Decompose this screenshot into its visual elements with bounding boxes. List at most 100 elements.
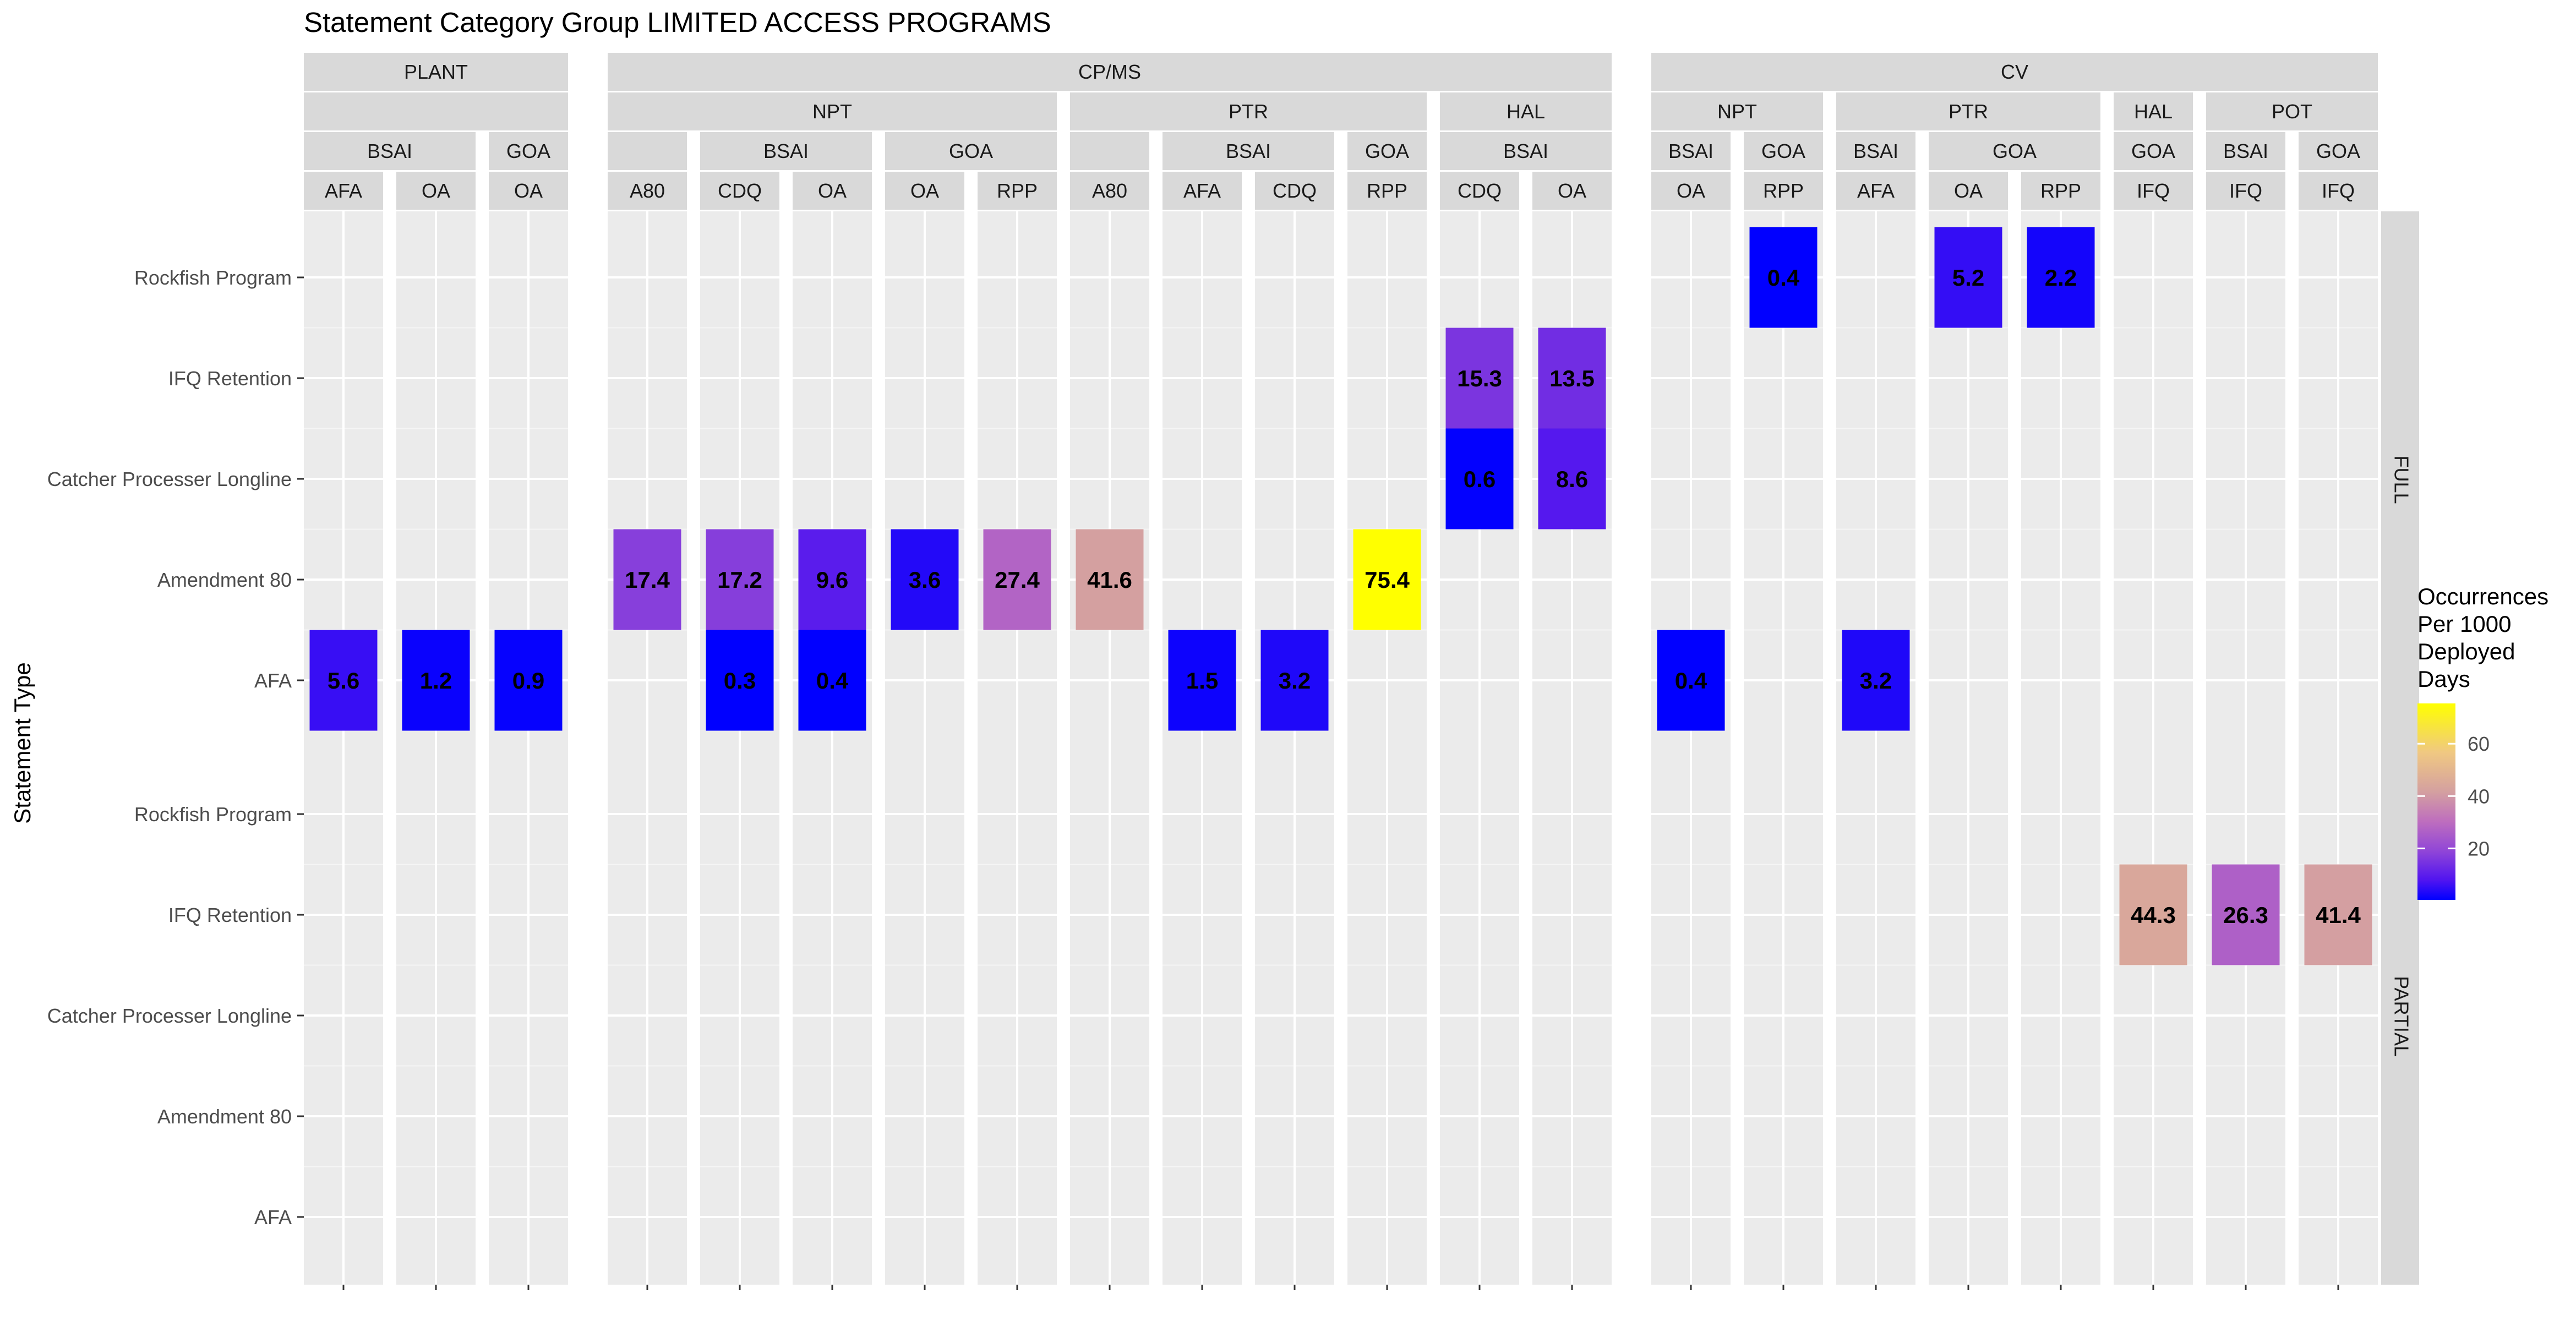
heatmap-tile — [1260, 630, 1329, 731]
strip-gear-label: PTR — [1229, 100, 1268, 123]
chart-title: Statement Category Group LIMITED ACCESS … — [304, 7, 1051, 38]
heatmap-tile — [494, 630, 563, 731]
strip-region-label: BSAI — [1668, 140, 1713, 162]
strip-column-label: IFQ — [2137, 179, 2170, 202]
strip-group-label: PLANT — [404, 61, 468, 83]
facet-panels: 5.6 1.2 0.9 17.4 17.2 0.3 9.6 0.4 3.6 27.4 41.6 1.5… — [304, 211, 2378, 1290]
tile-value-label: 15.3 — [1457, 365, 1502, 391]
strip-region-label: BSAI — [1853, 140, 1898, 162]
tile-value-label: 41.4 — [2316, 902, 2361, 928]
strip-column-label-background — [1744, 172, 1823, 210]
strip-region-label: GOA — [1365, 140, 1409, 162]
strip-region-label-background — [885, 132, 1057, 170]
tile-value-label: 0.4 — [1767, 265, 1800, 291]
tile-value-label: 26.3 — [2223, 902, 2268, 928]
strip-gear-label-background — [608, 92, 1057, 130]
strip-gear-label-background — [1836, 92, 2100, 130]
heatmap-tile — [1445, 327, 1514, 429]
heatmap-tile — [613, 529, 681, 630]
strip-column-label-background — [978, 172, 1057, 210]
strip-panel-label: FULL — [2390, 455, 2413, 504]
strip-column-label-background — [1440, 172, 1519, 210]
tile-value-label: 75.4 — [1365, 567, 1410, 593]
strip-region-label-background — [1347, 132, 1427, 170]
tile-value-label: 3.6 — [909, 567, 941, 593]
strip-region-label-background — [1070, 132, 1149, 170]
strip-column-label-background — [2114, 172, 2193, 210]
strip-column-label: AFA — [1857, 179, 1895, 202]
strip-panel-background — [2381, 211, 2419, 748]
tile-value-label: 9.6 — [816, 567, 848, 593]
strip-gear-label-background — [2206, 92, 2378, 130]
tile-value-label: 5.2 — [1952, 265, 1984, 291]
heatmap-tile — [1749, 227, 1818, 328]
strip-column-label-background — [1532, 172, 1612, 210]
strip-column-label: CDQ — [1273, 179, 1317, 202]
strip-column-label: A80 — [1092, 179, 1127, 202]
legend-color-bar — [2417, 703, 2455, 900]
strip-region-label-background — [489, 132, 568, 170]
strip-region-label: GOA — [2316, 140, 2360, 162]
strip-region-label: BSAI — [763, 140, 809, 162]
heatmap-tile — [1842, 630, 1910, 731]
legend-title: Occurrences — [2417, 583, 2548, 609]
heatmap-tile — [983, 529, 1051, 630]
tile-value-label: 1.5 — [1186, 668, 1218, 694]
heatmap-tile — [2027, 227, 2095, 328]
strip-panel-label: PARTIAL — [2390, 976, 2413, 1057]
strip-region-label-background — [1744, 132, 1823, 170]
strip-group-label-background — [304, 53, 568, 91]
heatmap-tile — [1168, 630, 1236, 731]
strip-region-label-background — [1929, 132, 2100, 170]
legend-title: Deployed — [2417, 638, 2515, 664]
strip-column-label-background — [1836, 172, 1915, 210]
strip-region-label: BSAI — [1226, 140, 1271, 162]
strip-region-label-background — [700, 132, 872, 170]
strip-column-label: OA — [1677, 179, 1705, 202]
strip-column-label: AFA — [325, 179, 362, 202]
strip-region-label-background — [1440, 132, 1612, 170]
y-axis-tick-label: Amendment 80 — [157, 569, 292, 591]
heatmap-tile — [706, 529, 774, 630]
strip-region-label: BSAI — [367, 140, 412, 162]
strip-column-label: RPP — [1367, 179, 1407, 202]
strip-region-label-background — [2114, 132, 2193, 170]
heatmap-tile — [706, 630, 774, 731]
strip-gear-label: NPT — [1717, 100, 1757, 123]
strip-gear-label-background — [1070, 92, 1427, 130]
strip-region-label: GOA — [2131, 140, 2175, 162]
strip-panel-background — [2381, 748, 2419, 1285]
y-axis-tick-label: AFA — [254, 1206, 292, 1229]
strip-gear-label: POT — [2272, 100, 2312, 123]
strip-gear-label: HAL — [1507, 100, 1545, 123]
strip-column-label: RPP — [997, 179, 1038, 202]
strip-column-label: IFQ — [2229, 179, 2262, 202]
strip-column-label: OA — [910, 179, 939, 202]
strip-gear-label-background — [2114, 92, 2193, 130]
strip-gear-label-background — [1651, 92, 1823, 130]
heatmap-tile — [1076, 529, 1144, 630]
strip-column-label-background — [1347, 172, 1427, 210]
strip-column-label-background — [885, 172, 964, 210]
tile-value-label: 8.6 — [1556, 466, 1588, 492]
strip-gear-label-background — [304, 92, 568, 130]
heatmap-tile — [1538, 428, 1606, 530]
heatmap-tile — [402, 630, 470, 731]
heatmap-tile — [1657, 630, 1725, 731]
strip-region-label: BSAI — [1503, 140, 1548, 162]
tile-value-label: 0.9 — [512, 668, 544, 694]
tile-value-label: 0.4 — [816, 668, 849, 694]
strip-region-label: GOA — [949, 140, 993, 162]
strip-column-label-background — [1651, 172, 1731, 210]
y-axis-tick-label: Rockfish Program — [134, 266, 292, 289]
strip-region-label-background — [1163, 132, 1334, 170]
strip-column-label-background — [1070, 172, 1149, 210]
heatmap-tile — [1353, 529, 1421, 630]
strip-group-label: CP/MS — [1078, 61, 1141, 83]
tile-value-label: 0.3 — [724, 668, 756, 694]
strip-column-label-background — [608, 172, 687, 210]
strip-column-label-background — [2206, 172, 2285, 210]
strip-region-label: BSAI — [2223, 140, 2268, 162]
heatmap-tile — [2119, 864, 2187, 965]
